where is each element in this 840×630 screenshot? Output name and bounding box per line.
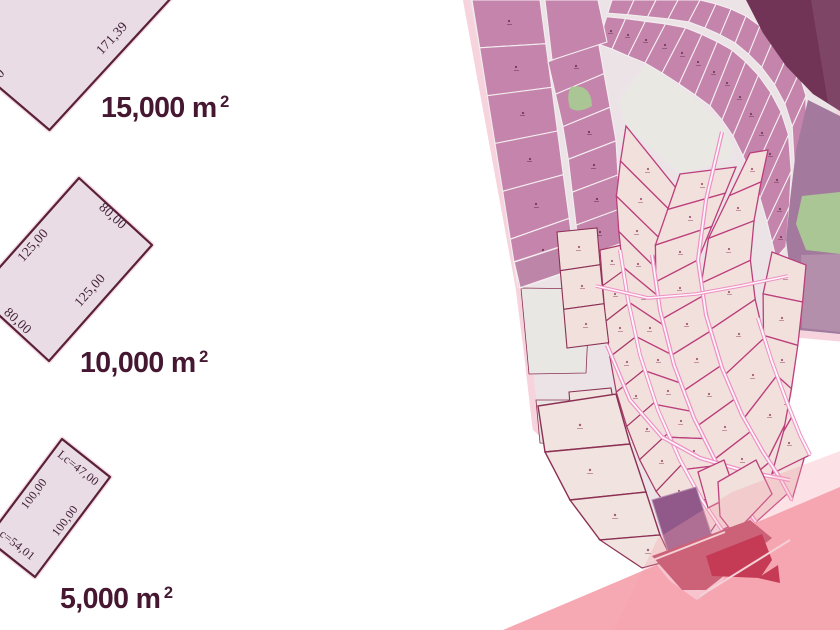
svg-text:15,000 m2: 15,000 m2 bbox=[101, 92, 229, 124]
svg-text:0: 0 bbox=[0, 65, 8, 80]
svg-text:5,000 m2: 5,000 m2 bbox=[60, 583, 173, 615]
svg-text:10,000 m2: 10,000 m2 bbox=[80, 347, 208, 379]
